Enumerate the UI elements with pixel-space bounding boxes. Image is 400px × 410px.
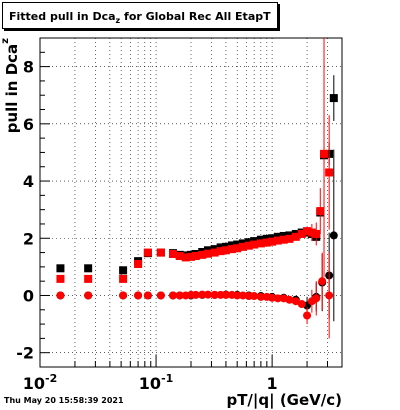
data-point-square <box>119 266 128 275</box>
y-tick-label: 0 <box>23 286 34 305</box>
data-point-square <box>256 239 265 248</box>
chart-title-suffix: for Global Rec All EtapT <box>120 10 271 23</box>
data-point-circle <box>303 311 312 320</box>
data-point-circle <box>203 290 212 299</box>
data-point-circle <box>175 291 184 300</box>
data-point-circle <box>84 291 93 300</box>
data-point-circle <box>233 291 242 300</box>
y-axis-label: pull in Dcaz <box>0 38 21 133</box>
data-point-square <box>221 246 230 255</box>
data-point-square <box>238 242 247 251</box>
x-tick-label: 10-2 <box>23 372 58 393</box>
data-point-circle <box>318 277 327 286</box>
data-point-square <box>316 207 325 216</box>
data-point-circle <box>329 231 338 240</box>
data-point-circle <box>143 291 152 300</box>
data-point-square <box>119 274 128 283</box>
data-point-square <box>187 252 195 261</box>
data-point-square <box>169 249 178 258</box>
data-point-circle <box>297 300 306 309</box>
data-point-square <box>312 229 321 238</box>
y-tick-label: -2 <box>16 344 34 363</box>
data-point-circle <box>210 290 219 299</box>
data-point-square <box>329 94 338 103</box>
y-tick-label: 4 <box>23 172 34 191</box>
data-point-circle <box>169 291 178 300</box>
axis-ticks <box>39 37 343 368</box>
data-point-square <box>56 264 65 273</box>
data-point-circle <box>250 292 259 301</box>
data-point-square <box>297 229 306 238</box>
data-point-circle <box>285 295 294 304</box>
chart-title-box: Fitted pull in Dcaz for Global Rec All E… <box>2 2 278 29</box>
data-point-square <box>198 250 207 259</box>
data-point-square <box>175 251 184 260</box>
data-point-square <box>56 274 65 283</box>
data-point-square <box>244 241 253 250</box>
data-point-circle <box>56 291 65 300</box>
data-point-circle <box>256 292 265 301</box>
data-point-square <box>203 249 212 258</box>
grid-lines <box>39 38 343 367</box>
x-tick-label: 10-1 <box>139 372 174 393</box>
data-point-circle <box>291 297 300 306</box>
data-point-square <box>279 235 288 244</box>
data-point-square <box>320 149 329 158</box>
data-point-square <box>210 248 219 257</box>
data-point-square <box>216 247 225 256</box>
data-point-square <box>325 168 334 177</box>
data-point-circle <box>325 291 334 300</box>
axis-labels: -2 0 2 4 6 8 10-2 10-1 1pT/|q| (GeV/c) pull in Dc… <box>0 38 342 410</box>
data-point-circle <box>273 294 282 303</box>
data-point-circle <box>191 290 200 299</box>
y-tick-label: 6 <box>23 115 34 134</box>
data-point-square <box>233 244 242 253</box>
data-point-square <box>84 274 93 283</box>
data-point-square <box>250 240 259 249</box>
x-axis-label: pT/|q| (GeV/c) <box>226 391 342 410</box>
data-point-square <box>307 228 316 237</box>
data-point-square <box>181 253 190 262</box>
data-point-circle <box>198 290 207 299</box>
data-point-circle <box>312 294 321 303</box>
data-point-square <box>134 260 143 269</box>
data-point-square <box>262 238 271 247</box>
x-tick-label: 1 <box>267 374 278 393</box>
chart-title-subscript: z <box>115 16 121 26</box>
data-points <box>56 38 338 339</box>
data-point-circle <box>238 291 247 300</box>
data-point-square <box>273 236 282 245</box>
data-point-square <box>291 232 300 241</box>
data-point-square <box>143 248 152 257</box>
footer-timestamp: Thu May 20 15:58:39 2021 <box>4 396 124 405</box>
data-point-square <box>84 264 93 273</box>
y-tick-label: 2 <box>23 229 34 248</box>
data-point-square <box>303 227 312 236</box>
data-point-circle <box>119 291 128 300</box>
data-point-circle <box>156 291 165 300</box>
data-point-square <box>156 248 165 257</box>
data-point-square <box>191 251 200 260</box>
chart-title-prefix: Fitted pull in Dca <box>9 10 116 23</box>
data-point-square <box>268 237 277 246</box>
data-point-square <box>227 245 236 254</box>
data-point-square <box>285 234 294 243</box>
y-tick-label: 8 <box>23 58 34 77</box>
data-point-circle <box>134 291 143 300</box>
data-point-circle <box>221 290 230 299</box>
